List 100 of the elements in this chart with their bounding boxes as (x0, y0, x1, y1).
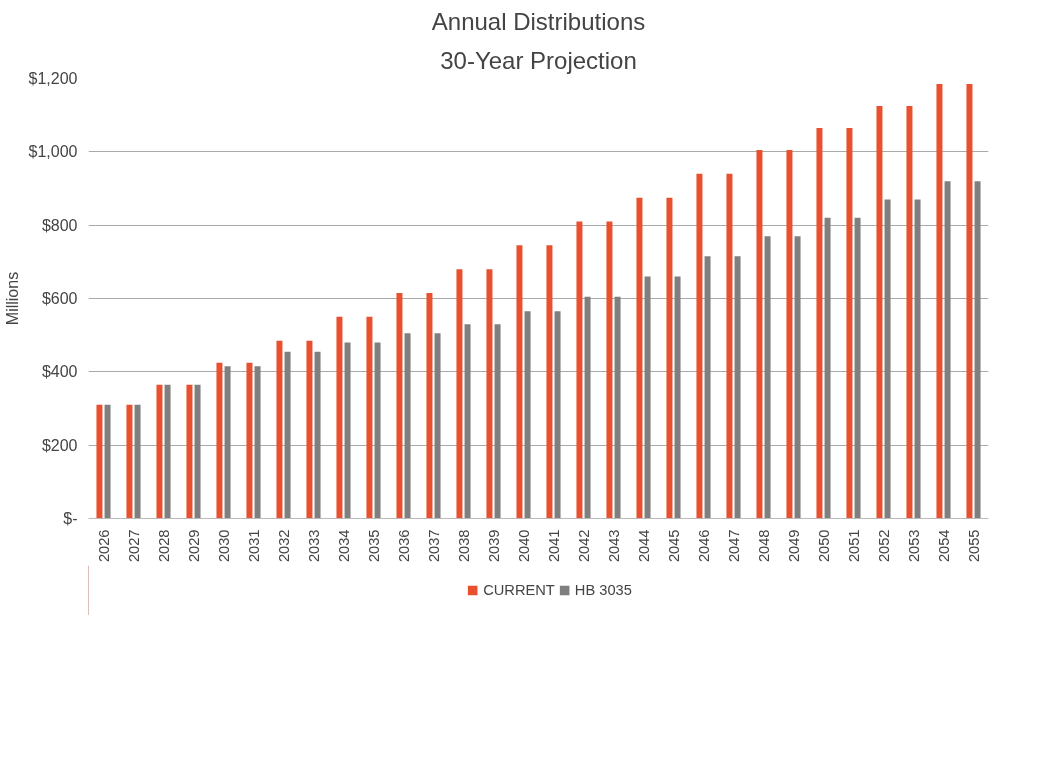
y-tick-label: $800 (41, 216, 78, 234)
bar (374, 342, 381, 519)
bar (194, 384, 201, 519)
bar (614, 296, 621, 519)
x-tick-label: 2038 (455, 529, 472, 563)
bar (906, 106, 913, 519)
bar (816, 128, 823, 519)
bar (704, 256, 711, 519)
bar (936, 84, 943, 519)
bar (254, 366, 261, 519)
bar (584, 296, 591, 519)
x-tick-label: 2037 (425, 529, 442, 563)
x-tick-label: 2040 (515, 529, 532, 563)
bar (134, 404, 141, 519)
x-tick-label: 2028 (155, 529, 172, 563)
bar (494, 324, 501, 519)
bar (464, 324, 471, 519)
bar (734, 256, 741, 519)
x-tick-label: 2054 (935, 529, 952, 563)
y-tick-label: $600 (41, 290, 78, 307)
x-tick-label: 2044 (635, 529, 652, 563)
bar (636, 197, 643, 519)
bar (306, 340, 313, 519)
bar (434, 333, 441, 519)
x-tick-label: 2027 (125, 529, 142, 563)
x-tick-label: 2050 (815, 529, 832, 563)
bar (96, 404, 103, 519)
bar (876, 106, 883, 519)
bar (486, 269, 493, 519)
x-tick-label: 2031 (245, 529, 262, 563)
bar (524, 311, 531, 519)
y-tick-label: $1,200 (28, 70, 78, 87)
bar (914, 199, 921, 519)
bar (674, 276, 681, 519)
x-tick-label: 2049 (785, 529, 802, 563)
bar (426, 293, 433, 519)
x-tick-label: 2045 (665, 529, 682, 563)
x-tick-label: 2046 (695, 529, 712, 563)
y-tick-label: $400 (41, 363, 78, 381)
bar (854, 217, 861, 519)
x-tick-label: 2055 (965, 529, 982, 563)
x-tick-label: 2047 (725, 529, 742, 563)
x-tick-label: 2036 (395, 529, 412, 563)
bar (314, 351, 321, 519)
bar (846, 128, 853, 519)
bar (396, 293, 403, 519)
bar (606, 221, 613, 519)
bar (824, 217, 831, 519)
x-tick-label: 2039 (485, 529, 502, 563)
x-tick-label: 2032 (275, 529, 292, 563)
bar (336, 316, 343, 519)
legend-label: HB 3035 (574, 582, 632, 598)
bar (276, 340, 283, 519)
bar (404, 333, 411, 519)
x-tick-label: 2052 (875, 529, 892, 563)
bar (786, 150, 793, 519)
x-tick-label: 2033 (305, 529, 322, 563)
x-tick-label: 2048 (755, 529, 772, 563)
x-tick-label: 2029 (185, 529, 202, 563)
bar (344, 342, 351, 519)
x-tick-label: 2051 (845, 529, 862, 563)
x-tick-label: 2041 (545, 529, 562, 563)
bar (156, 384, 163, 519)
bar (696, 173, 703, 519)
bar (756, 150, 763, 519)
bar (644, 276, 651, 519)
chart-title: Annual Distributions (431, 7, 646, 35)
bar (284, 351, 291, 519)
bar (186, 384, 193, 519)
bar (104, 404, 111, 519)
y-axis-title: Millions (3, 271, 21, 326)
bar (224, 366, 231, 519)
bar (966, 84, 973, 519)
legend-label: CURRENT (483, 582, 555, 598)
bar (666, 197, 673, 519)
bar (246, 362, 253, 519)
x-tick-label: 2034 (335, 529, 352, 563)
x-tick-label: 2053 (905, 529, 922, 563)
x-tick-label: 2035 (365, 529, 382, 563)
bar (794, 236, 801, 519)
bar (366, 316, 373, 519)
bar (216, 362, 223, 519)
bar (516, 245, 523, 519)
y-tick-label: $- (63, 510, 78, 527)
bar (944, 181, 951, 519)
bar (884, 199, 891, 519)
bar (576, 221, 583, 519)
chart-subtitle: 30-Year Projection (440, 46, 637, 74)
bar (554, 311, 561, 519)
y-tick-label: $200 (41, 436, 78, 454)
x-tick-label: 2030 (215, 529, 232, 563)
bar (764, 236, 771, 519)
bar (126, 404, 133, 519)
bar (546, 245, 553, 519)
x-tick-label: 2042 (575, 529, 592, 563)
bar (726, 173, 733, 519)
x-tick-label: 2026 (95, 529, 112, 563)
bar (164, 384, 171, 519)
bar (456, 269, 463, 519)
bar (974, 181, 981, 519)
